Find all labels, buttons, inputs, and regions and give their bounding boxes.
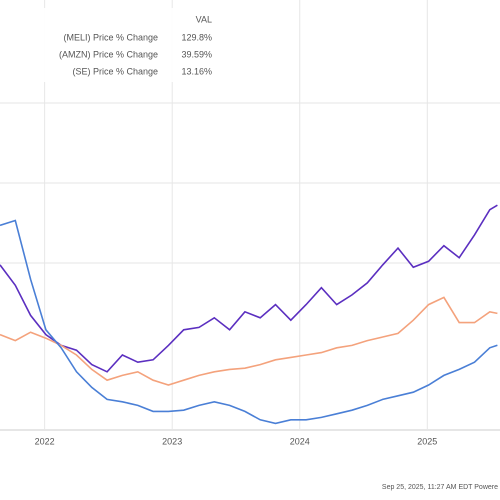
series-line	[0, 219, 498, 425]
x-tick-label: 2023	[162, 436, 182, 446]
legend-value: 129.8%	[181, 32, 212, 42]
legend-value: 13.16%	[181, 66, 212, 76]
plot: 2022 2023 2024 2025	[0, 0, 498, 446]
x-tick-label: 2022	[35, 436, 55, 446]
legend-label: (MELI) Price % Change	[63, 32, 158, 42]
legend-label: (AMZN) Price % Change	[59, 49, 158, 59]
x-tick-label: 2025	[417, 436, 437, 446]
series-line	[0, 296, 498, 386]
legend-header: VAL	[196, 14, 212, 24]
footer: Sep 25, 2025, 11:27 AM EDT Powere	[382, 484, 498, 491]
x-tick-label: 2024	[290, 436, 310, 446]
legend: (MELI) Price % Change 129.8% (AMZN) Price …	[59, 32, 212, 76]
legend-value: 39.59%	[181, 49, 212, 59]
legend-box	[0, 8, 222, 82]
legend-label: (SE) Price % Change	[72, 66, 158, 76]
series-line	[0, 204, 498, 373]
